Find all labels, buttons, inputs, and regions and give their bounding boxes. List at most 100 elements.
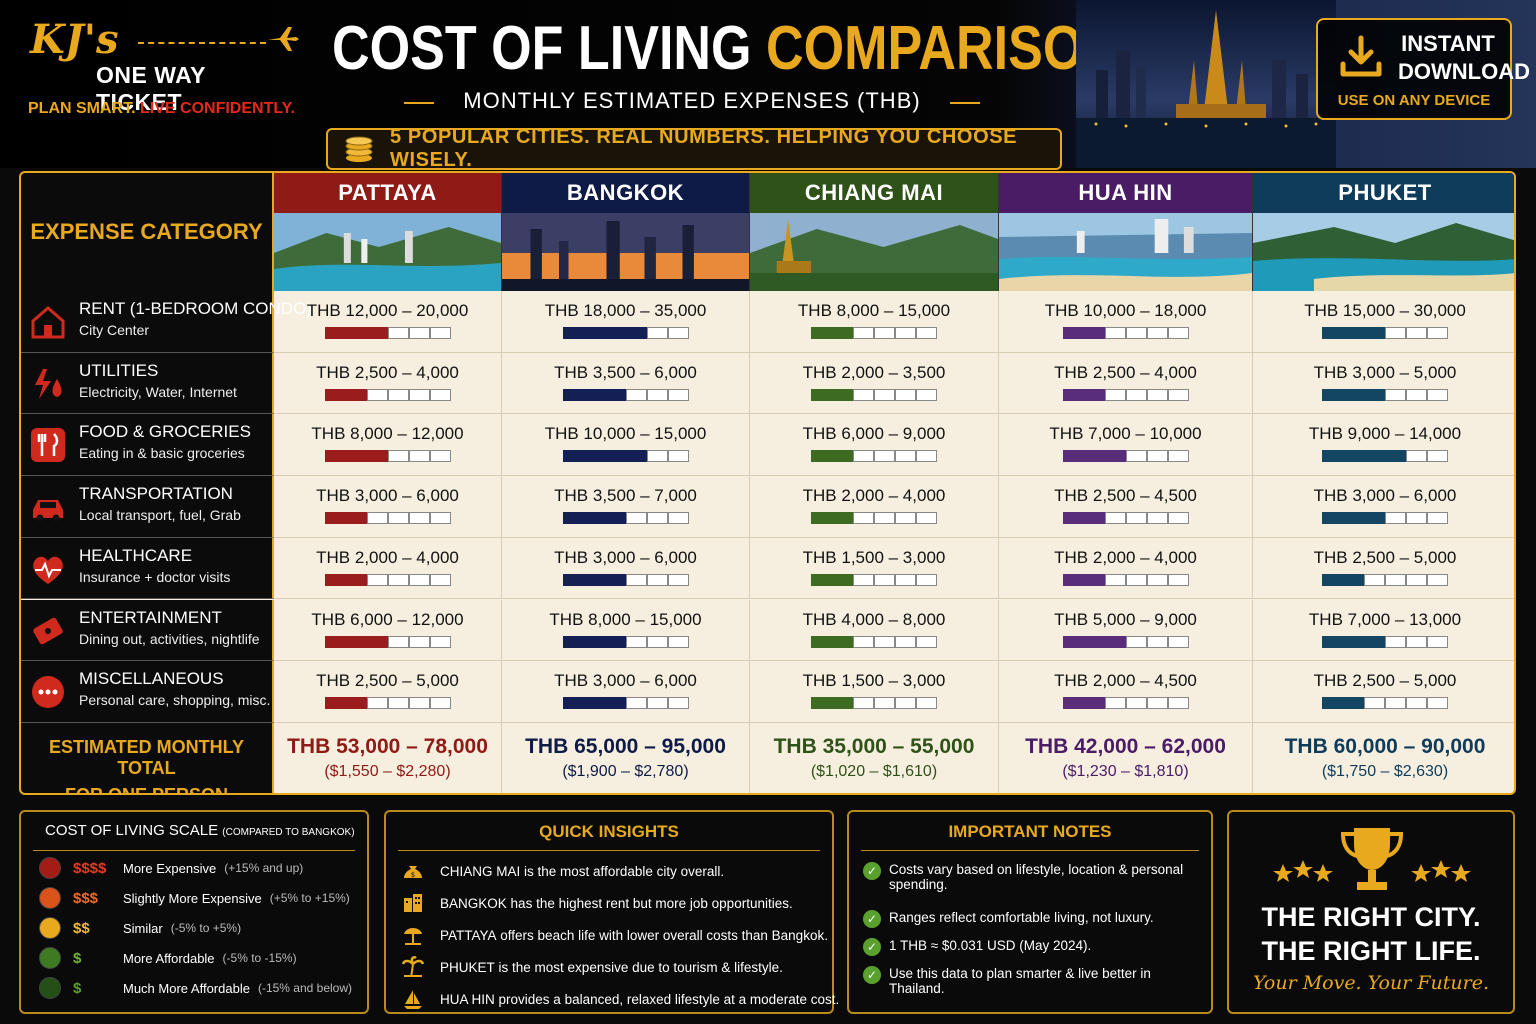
bar-segment: [408, 635, 430, 648]
bar-segment: [811, 573, 832, 586]
bar-segment: [583, 697, 605, 710]
bar-segment: [832, 635, 853, 648]
title-part1: COST OF LIVING: [332, 14, 752, 83]
subtitle-rule-left: [404, 102, 434, 104]
cost-range: THB 18,000 – 35,000: [544, 301, 707, 320]
bar-segment: [429, 573, 451, 586]
cost-range: THB 3,000 – 5,000: [1313, 362, 1457, 382]
cost-level-bar: [502, 388, 749, 401]
cost-cell: THB 3,000 – 6,000: [1253, 476, 1514, 538]
bar-segment: [625, 635, 647, 648]
bar-segment: [1125, 512, 1147, 525]
bar-segment: [1125, 697, 1147, 710]
bar-segment: [895, 388, 916, 401]
bar-segment: [1406, 388, 1427, 401]
note-text: 1 THB ≈ $0.031 USD (May 2024).: [889, 938, 1092, 953]
bar-segment: [324, 450, 346, 463]
bar-segment: [667, 573, 689, 586]
note-item: ✓ Costs vary based on lifestyle, location…: [863, 862, 1203, 892]
bar-segment: [604, 388, 626, 401]
brand-tagline: PLAN SMART. LIVE CONFIDENTLY.: [28, 100, 295, 118]
bar-segment: [1364, 450, 1385, 463]
table-header-row: EXPENSE CATEGORY PATTAYA BANGKOK CHIANG MA…: [21, 173, 1514, 291]
bar-segment: [1062, 512, 1084, 525]
cost-level-bar: [274, 512, 501, 525]
cost-level-bar: [274, 573, 501, 586]
note-text: Use this data to plan smarter & live bet…: [889, 966, 1151, 996]
table-row: TRANSPORTATION Local transport, fuel, Gra…: [21, 476, 1514, 538]
bar-segment: [1343, 388, 1364, 401]
total-label-line2: FOR ONE PERSON: [64, 785, 229, 795]
car-icon: [33, 500, 63, 522]
coins-icon: [345, 136, 373, 162]
insight-item: HUA HIN provides a balanced, relaxed lif…: [400, 986, 839, 1012]
bar-segment: [429, 388, 451, 401]
category-cell: HEALTHCARE Insurance + doctor visits: [21, 537, 274, 600]
insight-city: HUA HIN: [440, 991, 495, 1007]
scale-item: $ More Affordable (-5% to -15%): [39, 946, 297, 970]
bar-segment: [408, 573, 430, 586]
bar-segment: [583, 388, 605, 401]
cost-range: THB 2,500 – 5,000: [1313, 547, 1457, 567]
bar-segment: [387, 512, 409, 525]
category-subtitle: Electricity, Water, Internet: [79, 383, 237, 400]
bar-segment: [1104, 450, 1126, 463]
scale-range: (-5% to -15%): [222, 951, 297, 965]
house-icon: [31, 306, 65, 339]
important-notes-panel: IMPORTANT NOTES ✓ Costs vary based on lif…: [847, 810, 1213, 1014]
scale-item: $$ Similar (-5% to +5%): [39, 916, 241, 940]
bar-segment: [895, 635, 916, 648]
closing-script: Your Move. Your Future.: [1253, 972, 1489, 994]
svg-text:$: $: [411, 871, 415, 879]
bar-segment: [646, 450, 668, 463]
bar-segment: [811, 635, 832, 648]
bar-segment: [1062, 388, 1084, 401]
page-title: COST OF LIVING COMPARISON: [332, 8, 1121, 90]
scale-symbol: $$: [73, 919, 90, 937]
bar-segment: [366, 573, 388, 586]
bar-segment: [1167, 327, 1189, 339]
download-line2: DOWNLOAD: [1398, 59, 1530, 84]
city-photo: [750, 213, 998, 291]
cost-cell: THB 6,000 – 9,000: [750, 414, 999, 477]
scale-range: (+5% to +15%): [269, 891, 350, 905]
bar-segment: [1146, 512, 1168, 525]
bar-segment: [583, 635, 605, 648]
cost-range: THB 8,000 – 12,000: [311, 424, 464, 444]
scale-label: More Expensive: [123, 860, 217, 876]
cost-level-bar: [274, 388, 501, 401]
bar-segment: [916, 697, 937, 710]
bar-segment: [1427, 512, 1448, 525]
cost-cell: THB 1,500 – 3,000: [750, 661, 999, 723]
bar-segment: [1146, 573, 1168, 586]
total-thb: THB 35,000 – 55,000: [773, 735, 975, 758]
bar-segment: [916, 573, 937, 586]
bar-segment: [874, 697, 895, 710]
bar-segment: [667, 327, 689, 339]
bar-segment: [874, 573, 895, 586]
bar-segment: [1322, 388, 1343, 401]
bar-segment: [1406, 635, 1427, 648]
insights-title: QUICK INSIGHTS: [539, 822, 679, 841]
bar-segment: [562, 635, 584, 648]
bar-segment: [429, 697, 451, 710]
city-name: BANGKOK: [502, 173, 749, 213]
cost-level-bar: [1253, 573, 1514, 586]
bar-segment: [408, 512, 430, 525]
category-title: TRANSPORTATION: [79, 484, 233, 504]
instant-download-button[interactable]: INSTANT DOWNLOAD USE ON ANY DEVICE: [1316, 18, 1530, 120]
cost-cell: THB 4,000 – 8,000: [750, 599, 999, 662]
note-text: Ranges reflect comfortable living, not l…: [889, 910, 1154, 925]
palm-tree-icon: [400, 956, 426, 978]
total-thb: THB 60,000 – 90,000: [1284, 735, 1486, 758]
cost-level-bar: [1253, 697, 1514, 710]
bar-segment: [604, 635, 626, 648]
tagline-part2: LIVE CONFIDENTLY.: [140, 100, 295, 117]
cost-cell: THB 9,000 – 14,000: [1253, 414, 1514, 477]
bar-segment: [895, 450, 916, 463]
cost-range: THB 2,000 – 4,500: [1054, 671, 1197, 691]
cost-level-bar: [502, 327, 749, 339]
scale-symbol: $$$$: [73, 859, 107, 877]
cost-range: THB 8,000 – 15,000: [797, 301, 951, 320]
bar-segment: [1062, 635, 1084, 648]
